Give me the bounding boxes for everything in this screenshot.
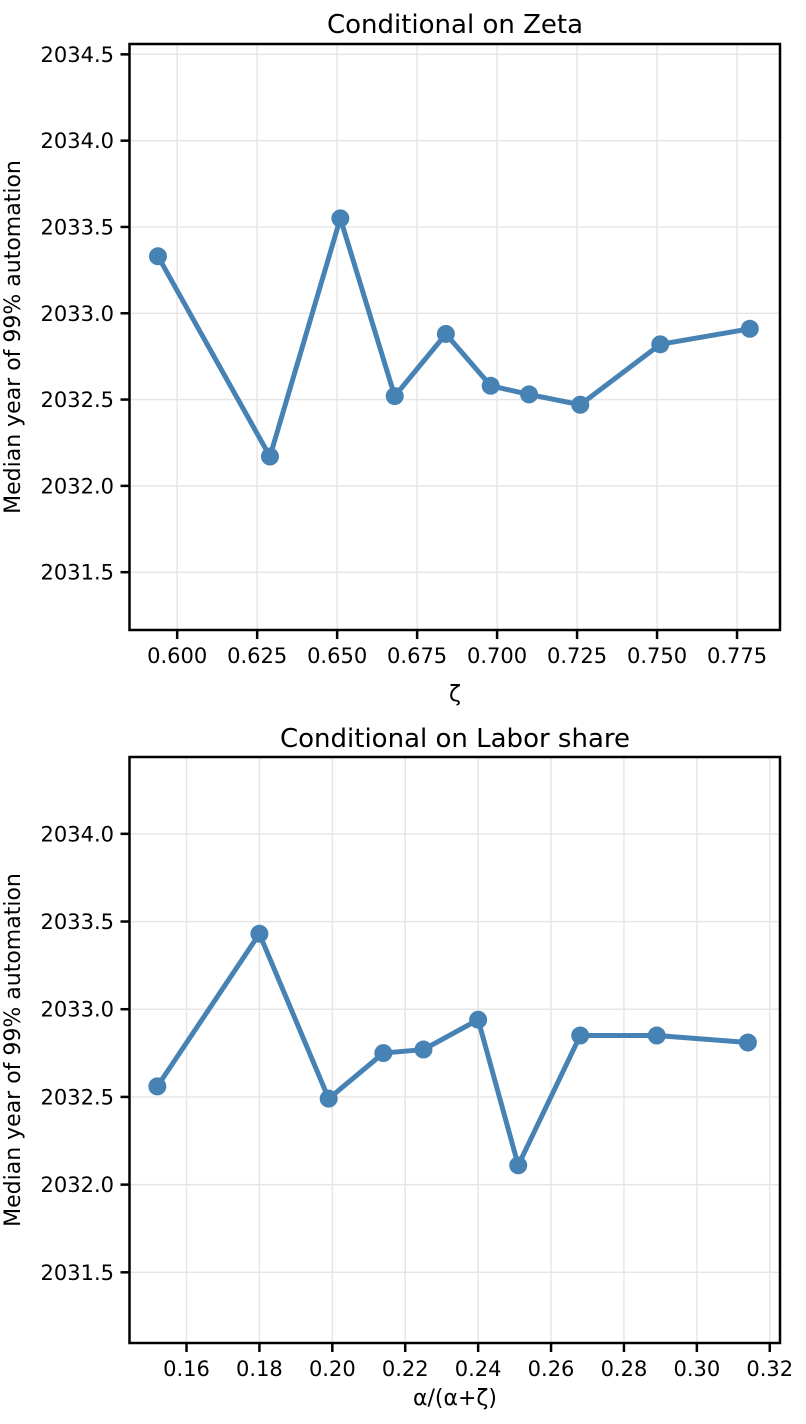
data-point [331,209,350,228]
data-point [571,395,590,414]
chart-title: Conditional on Labor share [280,724,630,754]
y-tick-label: 2033.0 [41,998,114,1022]
data-point [148,247,167,266]
chart-conditional-on-labor-share: 0.16 0.18 0.20 0.22 0.24 0.26 0.28 0.30 0.32 2034… [1,724,793,1411]
data-point [509,1156,528,1175]
y-tick-label: 2034.5 [41,43,114,67]
data-point [740,319,759,338]
y-tick-label: 2034.0 [41,129,114,153]
chart-title: Conditional on Zeta [327,10,583,40]
data-point [481,376,500,395]
x-tick-label: 0.24 [455,1357,502,1381]
x-tick-label: 0.650 [307,644,367,668]
data-point [436,324,455,343]
data-point [651,335,670,354]
x-tick-label: 0.725 [547,644,607,668]
y-tick-label: 2033.0 [41,302,114,326]
data-point [385,387,404,406]
x-tick-label: 0.600 [147,644,207,668]
data-point [319,1089,338,1108]
y-axis-label: Median year of 99% automation [1,873,26,1227]
data-point [571,1026,590,1045]
x-tick-label: 0.26 [528,1357,575,1381]
y-axis-label: Median year of 99% automation [1,160,26,514]
data-point [374,1044,393,1063]
x-tick-label: 0.675 [387,644,447,668]
data-point [250,924,269,943]
y-tick-label: 2032.5 [41,1085,114,1109]
data-point [260,447,279,466]
x-tick-label: 0.30 [673,1357,720,1381]
y-tick-label: 2031.5 [41,1261,114,1285]
plot-border [128,755,782,1345]
y-tick-label: 2032.0 [41,474,114,498]
plot-area-top: 0.600 0.625 0.650 0.675 0.700 0.725 0.750 0.775… [41,42,782,668]
x-tick-label: 0.750 [627,644,687,668]
x-tick-label: 0.18 [236,1357,283,1381]
data-point [738,1033,757,1052]
x-tick-label: 0.625 [227,644,287,668]
chart-conditional-on-zeta: 0.600 0.625 0.650 0.675 0.700 0.725 0.750 0.775… [1,10,782,707]
y-tick-label: 2033.5 [41,910,114,934]
x-axis-label: α/(α+ζ) [413,1386,497,1411]
data-point [469,1010,488,1029]
data-line [154,931,751,1168]
x-tick-label: 0.28 [601,1357,648,1381]
data-line [155,215,753,460]
x-tick-label: 0.32 [746,1357,793,1381]
x-tick-label: 0.22 [382,1357,429,1381]
x-tick-label: 0.700 [467,644,527,668]
x-tick-label: 0.20 [309,1357,356,1381]
data-point [647,1026,666,1045]
x-tick-label: 0.775 [707,644,767,668]
y-tick-label: 2033.5 [41,215,114,239]
y-tick-label: 2031.5 [41,561,114,585]
data-point [148,1077,167,1096]
x-tick-label: 0.16 [163,1357,210,1381]
plot-border [128,42,782,632]
y-tick-label: 2032.5 [41,388,114,412]
plot-area-bottom: 0.16 0.18 0.20 0.22 0.24 0.26 0.28 0.30 0.32 2034… [41,755,793,1381]
y-tick-label: 2034.0 [41,822,114,846]
data-point [520,385,539,404]
data-point [414,1040,433,1059]
x-axis-label: ζ [449,682,461,707]
y-tick-label: 2032.0 [41,1173,114,1197]
